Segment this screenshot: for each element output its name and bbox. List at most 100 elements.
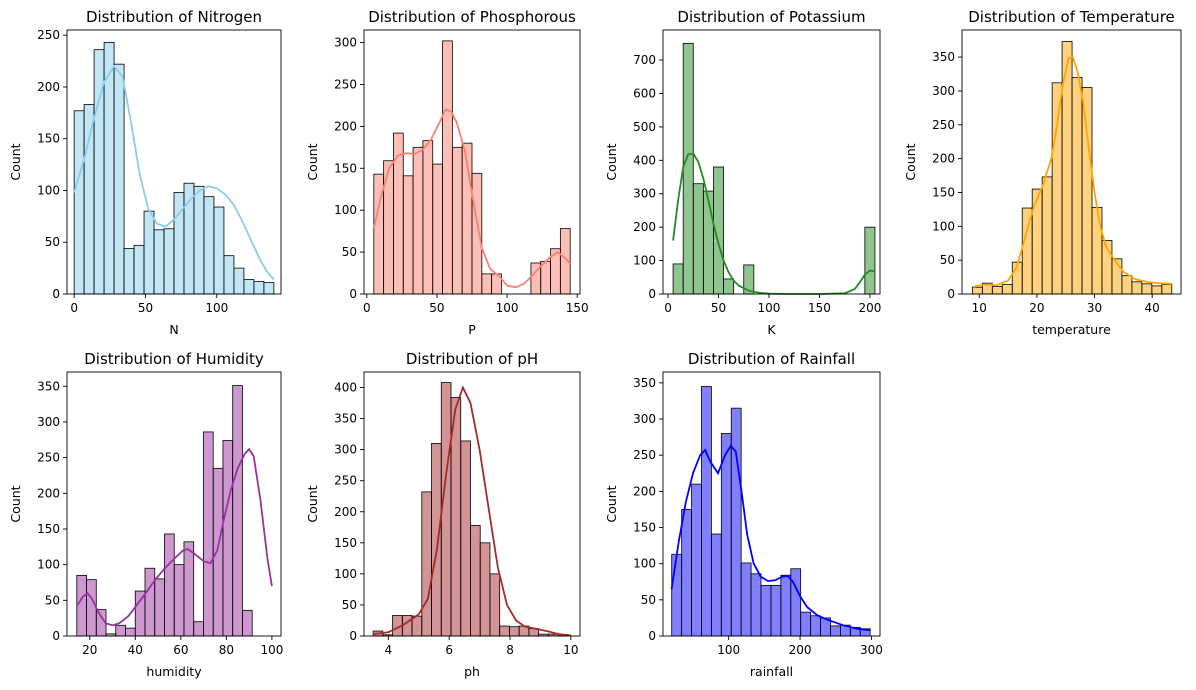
histogram-bar [243,279,255,295]
y-axis-label: Count [903,143,918,180]
x-tick-label: 8 [506,643,514,657]
y-tick-label: 350 [932,50,955,64]
histogram-bar [183,541,195,637]
histogram-bar [864,226,876,295]
histogram-bar [1091,206,1103,295]
histogram-bar [421,491,432,637]
histogram-bar [222,440,234,637]
plot-frame [662,29,881,295]
x-tick-label: 150 [808,301,831,315]
plot-frame [662,371,881,637]
y-axis-label: Count [8,143,23,180]
y-tick-label: 600 [633,86,656,100]
y-tick-label: 100 [932,219,955,233]
histogram-bar [163,228,175,295]
histogram-bar [1001,284,1013,295]
y-tick-label: 250 [334,77,357,91]
histogram-bar [481,273,493,295]
x-tick-label: 0 [664,301,672,315]
histogram-bar [203,196,215,295]
histogram-bar [730,407,742,637]
histogram-bar [125,627,136,637]
y-tick-label: 300 [334,443,357,457]
chart-panel-3: 0 50 100 150 200 0 100 200 300 400 500 600 700 Distri… [604,8,881,337]
kde-line [973,55,1173,288]
histogram-bar [991,286,1003,295]
histogram-bar [682,42,694,295]
x-tick-label: 20 [82,643,97,657]
y-tick-label: 50 [45,235,60,249]
histogram-bar [702,190,714,295]
x-tick-label: 100 [758,301,781,315]
x-tick-label: 10 [972,301,987,315]
chart-title: Distribution of Phosphorous [368,8,576,26]
histogram-bar [432,163,443,295]
histogram-bar [411,615,423,637]
y-tick-label: 0 [52,287,60,301]
histogram-bar [183,182,195,295]
chart-panel-7: 100 200 300 0 50 100 150 200 250 300 350 Distributi… [604,350,883,679]
kde-line [73,64,275,281]
x-axis-label: ph [464,664,480,679]
chart-panel-6: 4 6 8 10050100150200250300350400Distributio… [305,350,581,679]
histogram-bar [723,278,735,295]
histogram-bar [193,185,205,295]
y-tick-label: 100 [334,203,357,217]
x-tick-label: 80 [219,643,234,657]
histogram-bar [671,553,683,637]
histogram-bar [681,509,692,637]
chart-title: Distribution of Temperature [968,8,1175,26]
y-tick-label: 200 [633,220,656,234]
histogram-bar [790,568,802,637]
y-tick-label: 200 [633,484,656,498]
y-tick-label: 300 [334,36,357,50]
histogram-bar [401,615,413,637]
x-tick-label: 150 [566,301,589,315]
y-axis-label: Count [604,485,619,522]
x-tick-label: 40 [1145,301,1160,315]
histogram-bar [422,140,434,295]
x-tick-label: 0 [70,301,78,315]
histogram-bar [133,244,145,295]
x-tick-label: 30 [1087,301,1102,315]
y-tick-label: 400 [633,153,656,167]
y-tick-label: 250 [633,448,656,462]
histogram-bar [86,579,97,637]
y-tick-label: 400 [334,381,357,395]
y-tick-label: 150 [37,522,60,536]
y-tick-label: 200 [932,152,955,166]
y-tick-label: 150 [334,536,357,550]
x-tick-label: 100 [260,643,283,657]
histogram-bar [710,533,722,637]
y-tick-label: 0 [648,629,656,643]
histogram-bar [750,573,762,637]
histogram-bar [1041,176,1053,295]
histogram-bar [232,385,243,637]
histogram-bar [203,431,214,637]
histogram-bar [223,255,235,295]
histogram-bar [393,132,404,295]
histogram-bar [193,621,204,637]
plot-frame [961,29,1182,295]
y-axis-label: Count [8,485,23,522]
y-tick-label: 150 [334,161,357,175]
histogram-bar [233,267,245,295]
chart-title: Distribution of Nitrogen [86,8,262,26]
plot-frame [363,29,581,295]
histogram-bar [123,248,135,295]
x-tick-label: 0 [363,301,371,315]
y-tick-label: 100 [37,183,60,197]
y-tick-label: 250 [37,451,60,465]
plot-frame [363,371,581,637]
histogram-bar [402,175,414,295]
x-tick-label: 10 [563,643,578,657]
y-tick-label: 0 [349,287,357,301]
x-tick-label: 100 [205,301,228,315]
histogram-bar [115,624,126,637]
y-tick-label: 350 [334,412,357,426]
x-tick-label: 300 [860,643,883,657]
histogram-bar [242,609,253,637]
y-tick-label: 50 [940,253,955,267]
y-tick-label: 100 [37,558,60,572]
